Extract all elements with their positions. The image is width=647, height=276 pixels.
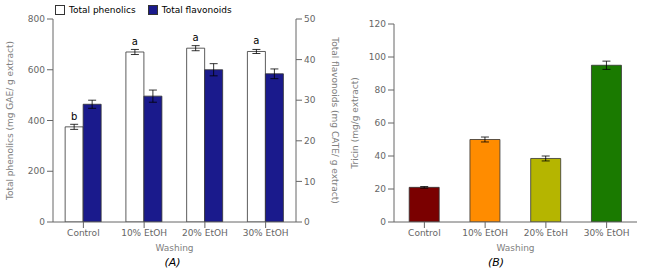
svg-text:Total flavonoids (mg CATE/ g e: Total flavonoids (mg CATE/ g extract) — [330, 36, 340, 204]
svg-text:Washing: Washing — [496, 243, 534, 253]
svg-text:400: 400 — [28, 116, 45, 126]
html-text:Total flavonoids: Total flavonoids — [161, 5, 232, 15]
svg-text:40: 40 — [304, 55, 316, 65]
svg-text:a: a — [132, 36, 138, 47]
svg-text:10% EtOH: 10% EtOH — [121, 228, 167, 238]
svg-text:20% EtOH: 20% EtOH — [182, 228, 228, 238]
svg-text:0: 0 — [304, 217, 310, 227]
html-text:(A): (A) — [164, 256, 181, 269]
svg-text:b: b — [71, 111, 77, 122]
svg-text:a: a — [193, 32, 199, 43]
svg-text:0: 0 — [39, 217, 45, 227]
svg-text:Total phenolics (mg GAE/ g ext: Total phenolics (mg GAE/ g extract) — [8, 41, 15, 201]
svg-text:50: 50 — [304, 14, 316, 24]
svg-text:Control: Control — [408, 228, 441, 238]
svg-text:20: 20 — [375, 184, 387, 194]
svg-text:30: 30 — [304, 95, 316, 105]
svg-text:100: 100 — [369, 52, 386, 62]
html-text:Total phenolics: Total phenolics — [69, 5, 136, 15]
svg-text:a: a — [253, 35, 259, 46]
svg-text:0: 0 — [380, 217, 386, 227]
svg-text:Tricin (mg/g extract): Tricin (mg/g extract) — [350, 77, 360, 169]
svg-text:20% EtoH: 20% EtoH — [524, 228, 568, 238]
svg-text:20: 20 — [304, 136, 316, 146]
svg-text:Washing: Washing — [155, 243, 193, 253]
svg-text:80: 80 — [375, 85, 387, 95]
svg-text:10% EtOH: 10% EtOH — [462, 228, 508, 238]
svg-text:200: 200 — [28, 166, 45, 176]
svg-text:60: 60 — [375, 118, 387, 128]
svg-text:30% EtOH: 30% EtOH — [584, 228, 630, 238]
svg-text:600: 600 — [28, 65, 45, 75]
html-text:(B): (B) — [487, 256, 505, 269]
svg-text:40: 40 — [375, 151, 387, 161]
svg-text:10: 10 — [304, 177, 316, 187]
svg-text:Control: Control — [67, 228, 100, 238]
svg-text:30% EtOH: 30% EtOH — [243, 228, 289, 238]
svg-text:800: 800 — [28, 14, 45, 24]
svg-text:120: 120 — [369, 19, 386, 29]
